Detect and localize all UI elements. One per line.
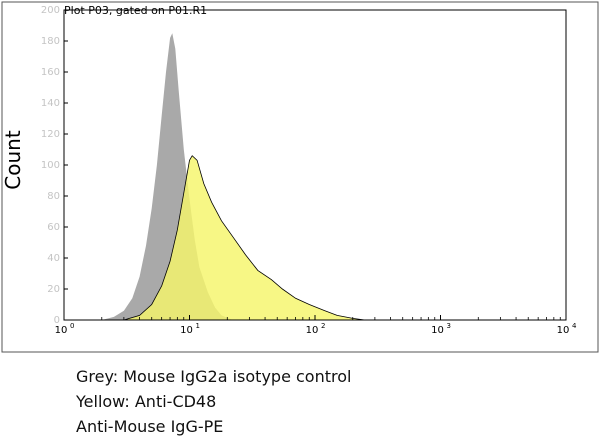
x-tick-label: 10 [180,325,193,336]
histogram-chart: Count Plot P03, gated on P01.R1 02040608… [1,1,599,353]
series-layer [101,33,365,321]
caption-line-yellow: Yellow: Anti-CD48 [76,392,217,411]
x-tick-label: 10 [55,325,68,336]
outer-frame [1,1,599,353]
x-tick-exponent: 1 [196,322,200,330]
y-tick-label: 160 [41,67,60,78]
y-tick-label: 180 [41,36,60,47]
caption-line-grey: Grey: Mouse IgG2a isotype control [76,367,352,386]
x-tick-exponent: 4 [572,322,577,330]
y-tick-label: 140 [41,98,60,109]
x-tick-exponent: 3 [447,322,451,330]
x-tick-label: 10 [431,325,444,336]
histogram-series-2 [123,155,365,321]
y-tick-label: 100 [41,160,60,171]
histogram-series-1 [101,33,233,321]
y-tick-label: 200 [41,5,60,16]
y-tick-label: 80 [47,191,60,202]
y-tick-label: 40 [47,253,60,264]
y-tick-label: 60 [47,222,60,233]
y-tick-label: 0 [54,315,60,326]
caption-line-reagent: Anti-Mouse IgG-PE [76,417,224,436]
x-tick-exponent: 2 [321,322,325,330]
x-tick-label: 10 [306,325,319,336]
y-axis-label: Count [1,130,25,190]
y-tick-label: 20 [47,284,60,295]
x-tick-label: 10 [557,325,570,336]
x-tick-exponent: 0 [70,322,74,330]
y-tick-label: 120 [41,129,60,140]
